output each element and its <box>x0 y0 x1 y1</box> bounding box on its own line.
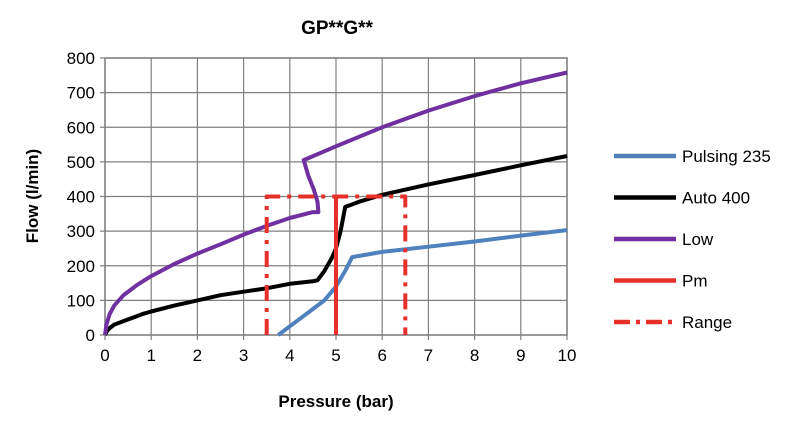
x-tick-label: 2 <box>193 346 202 365</box>
x-tick-label: 3 <box>239 346 248 365</box>
x-tick-label: 0 <box>100 346 109 365</box>
x-tick-label: 5 <box>331 346 340 365</box>
y-tick-label: 0 <box>86 326 95 345</box>
chart-title: GP**G** <box>301 18 373 39</box>
series-line-range <box>264 194 408 335</box>
legend-label: Pm <box>682 272 708 291</box>
series-line-low <box>103 70 568 336</box>
x-tick-label: 4 <box>285 346 294 365</box>
legend: Pulsing 235 Auto 400 Low Pm Range <box>614 147 771 332</box>
series-line-pulsing-235 <box>277 228 568 337</box>
y-tick-label: 100 <box>67 291 95 310</box>
y-tick-label: 500 <box>67 153 95 172</box>
series-lines <box>103 70 568 337</box>
legend-label: Range <box>682 313 732 332</box>
legend-label: Pulsing 235 <box>682 147 771 166</box>
legend-label: Auto 400 <box>682 189 750 208</box>
x-tick-label: 7 <box>424 346 433 365</box>
y-tick-label: 300 <box>67 222 95 241</box>
x-axis-title: Pressure (bar) <box>278 392 393 411</box>
y-tick-label: 700 <box>67 84 95 103</box>
y-tick-label: 800 <box>67 49 95 68</box>
y-axis-ticks: 0 100 200 300 400 500 600 700 800 <box>67 49 105 345</box>
y-tick-label: 200 <box>67 257 95 276</box>
x-axis-ticks: 0 1 2 3 4 5 6 7 8 9 10 <box>100 335 576 365</box>
y-tick-label: 400 <box>67 188 95 207</box>
y-axis-title: Flow (l/min) <box>23 149 42 243</box>
x-tick-label: 8 <box>470 346 479 365</box>
legend-label: Low <box>682 230 714 249</box>
y-tick-label: 600 <box>67 118 95 137</box>
x-tick-label: 9 <box>516 346 525 365</box>
x-tick-label: 6 <box>377 346 386 365</box>
x-tick-label: 10 <box>558 346 577 365</box>
x-tick-label: 1 <box>146 346 155 365</box>
